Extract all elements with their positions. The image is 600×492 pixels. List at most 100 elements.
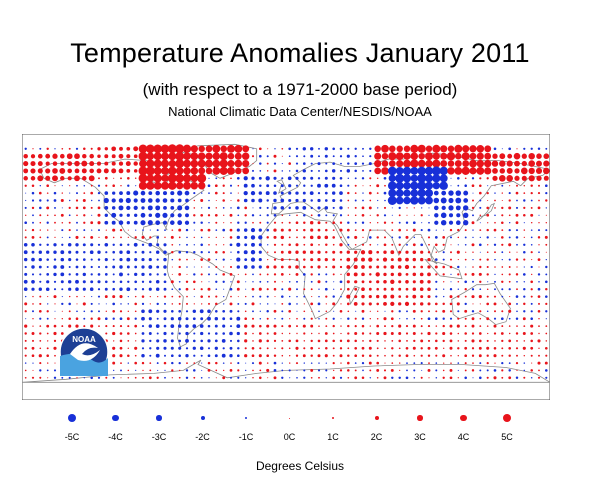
- anomaly-dot: [295, 184, 299, 187]
- anomaly-dot: [90, 258, 93, 261]
- anomaly-dot: [113, 369, 115, 372]
- anomaly-dot: [377, 229, 379, 231]
- anomaly-dot: [545, 229, 548, 232]
- anomaly-dot: [288, 339, 291, 343]
- anomaly-dot: [207, 287, 211, 291]
- anomaly-dot: [501, 303, 503, 305]
- anomaly-dot: [111, 212, 117, 218]
- anomaly-dot: [252, 281, 254, 283]
- anomaly-dot: [88, 175, 95, 182]
- anomaly-dot: [127, 325, 130, 328]
- anomaly-dot: [119, 213, 123, 217]
- anomaly-dot: [155, 353, 160, 358]
- anomaly-dot: [61, 288, 64, 291]
- anomaly-dot: [405, 295, 409, 298]
- anomaly-dot: [45, 153, 51, 159]
- anomaly-dot: [274, 303, 276, 305]
- anomaly-dot: [421, 222, 423, 224]
- anomaly-map: NOAA: [22, 134, 550, 400]
- anomaly-dot: [432, 152, 440, 160]
- anomaly-dot: [515, 332, 519, 335]
- anomaly-dot: [153, 181, 162, 190]
- anomaly-dot: [406, 229, 408, 231]
- anomaly-dot: [281, 325, 284, 328]
- anomaly-dot: [462, 145, 470, 153]
- anomaly-dot: [163, 243, 167, 247]
- anomaly-dot: [163, 339, 167, 343]
- anomaly-dot: [46, 324, 50, 328]
- anomaly-dot: [362, 199, 364, 202]
- anomaly-dot: [515, 347, 519, 350]
- anomaly-dot: [222, 250, 225, 254]
- anomaly-dot: [545, 310, 548, 313]
- anomaly-dot: [274, 347, 276, 350]
- anomaly-dot: [200, 199, 204, 202]
- anomaly-dot: [104, 161, 109, 166]
- anomaly-dot: [215, 332, 218, 335]
- anomaly-dot: [325, 273, 328, 276]
- anomaly-dot: [530, 310, 533, 313]
- anomaly-dot: [53, 199, 57, 202]
- anomaly-dot: [236, 265, 240, 269]
- anomaly-dot: [76, 221, 78, 224]
- anomaly-dot: [486, 369, 489, 372]
- anomaly-dots: [23, 144, 550, 380]
- anomaly-dot: [266, 280, 269, 283]
- anomaly-dot: [75, 317, 79, 320]
- anomaly-dot: [237, 369, 240, 372]
- anomaly-dot: [450, 244, 452, 246]
- anomaly-dot: [273, 221, 277, 224]
- anomaly-dot: [252, 295, 254, 298]
- anomaly-dot: [69, 192, 71, 194]
- anomaly-dot: [405, 287, 409, 291]
- anomaly-dot: [230, 192, 232, 194]
- anomaly-dot: [148, 332, 152, 335]
- anomaly-dot: [486, 362, 489, 365]
- anomaly-dot: [522, 317, 526, 321]
- anomaly-dot: [37, 153, 43, 159]
- anomaly-dot: [252, 369, 254, 372]
- anomaly-dot: [486, 339, 489, 342]
- anomaly-dot: [428, 243, 430, 246]
- anomaly-dot: [45, 168, 51, 174]
- anomaly-dot: [432, 182, 440, 190]
- anomaly-dot: [178, 265, 181, 269]
- anomaly-dot: [310, 332, 313, 335]
- anomaly-dot: [207, 273, 211, 276]
- anomaly-dot: [362, 155, 364, 158]
- anomaly-dot: [412, 346, 416, 350]
- anomaly-dot: [516, 280, 518, 283]
- anomaly-dot: [175, 151, 185, 161]
- anomaly-dot: [516, 288, 518, 291]
- anomaly-dot: [83, 296, 85, 298]
- anomaly-dot: [457, 236, 460, 239]
- anomaly-dot: [494, 192, 496, 194]
- anomaly-dot: [24, 310, 27, 313]
- anomaly-dot: [434, 213, 439, 218]
- anomaly-dot: [471, 177, 475, 180]
- anomaly-dot: [471, 317, 475, 321]
- anomaly-dot: [148, 191, 153, 196]
- anomaly-dot: [369, 354, 372, 357]
- anomaly-dot: [178, 354, 181, 357]
- anomaly-dot: [530, 213, 534, 217]
- anomaly-dot: [354, 369, 357, 372]
- anomaly-dot: [227, 166, 235, 175]
- anomaly-dot: [223, 369, 225, 372]
- anomaly-dot: [245, 369, 247, 372]
- anomaly-dot: [105, 325, 108, 328]
- anomaly-dot: [383, 265, 387, 269]
- anomaly-dot: [83, 236, 86, 239]
- anomaly-dot: [89, 168, 94, 174]
- anomaly-dot: [258, 147, 262, 151]
- anomaly-dot: [201, 281, 203, 283]
- anomaly-dot: [127, 303, 130, 305]
- anomaly-dot: [434, 346, 438, 350]
- anomaly-dot: [395, 196, 404, 205]
- legend-dot: [502, 413, 512, 423]
- anomaly-dot: [376, 184, 380, 188]
- anomaly-dot: [472, 192, 474, 194]
- anomaly-dot: [229, 236, 233, 239]
- anomaly-dot: [508, 280, 511, 283]
- anomaly-dot: [472, 229, 474, 231]
